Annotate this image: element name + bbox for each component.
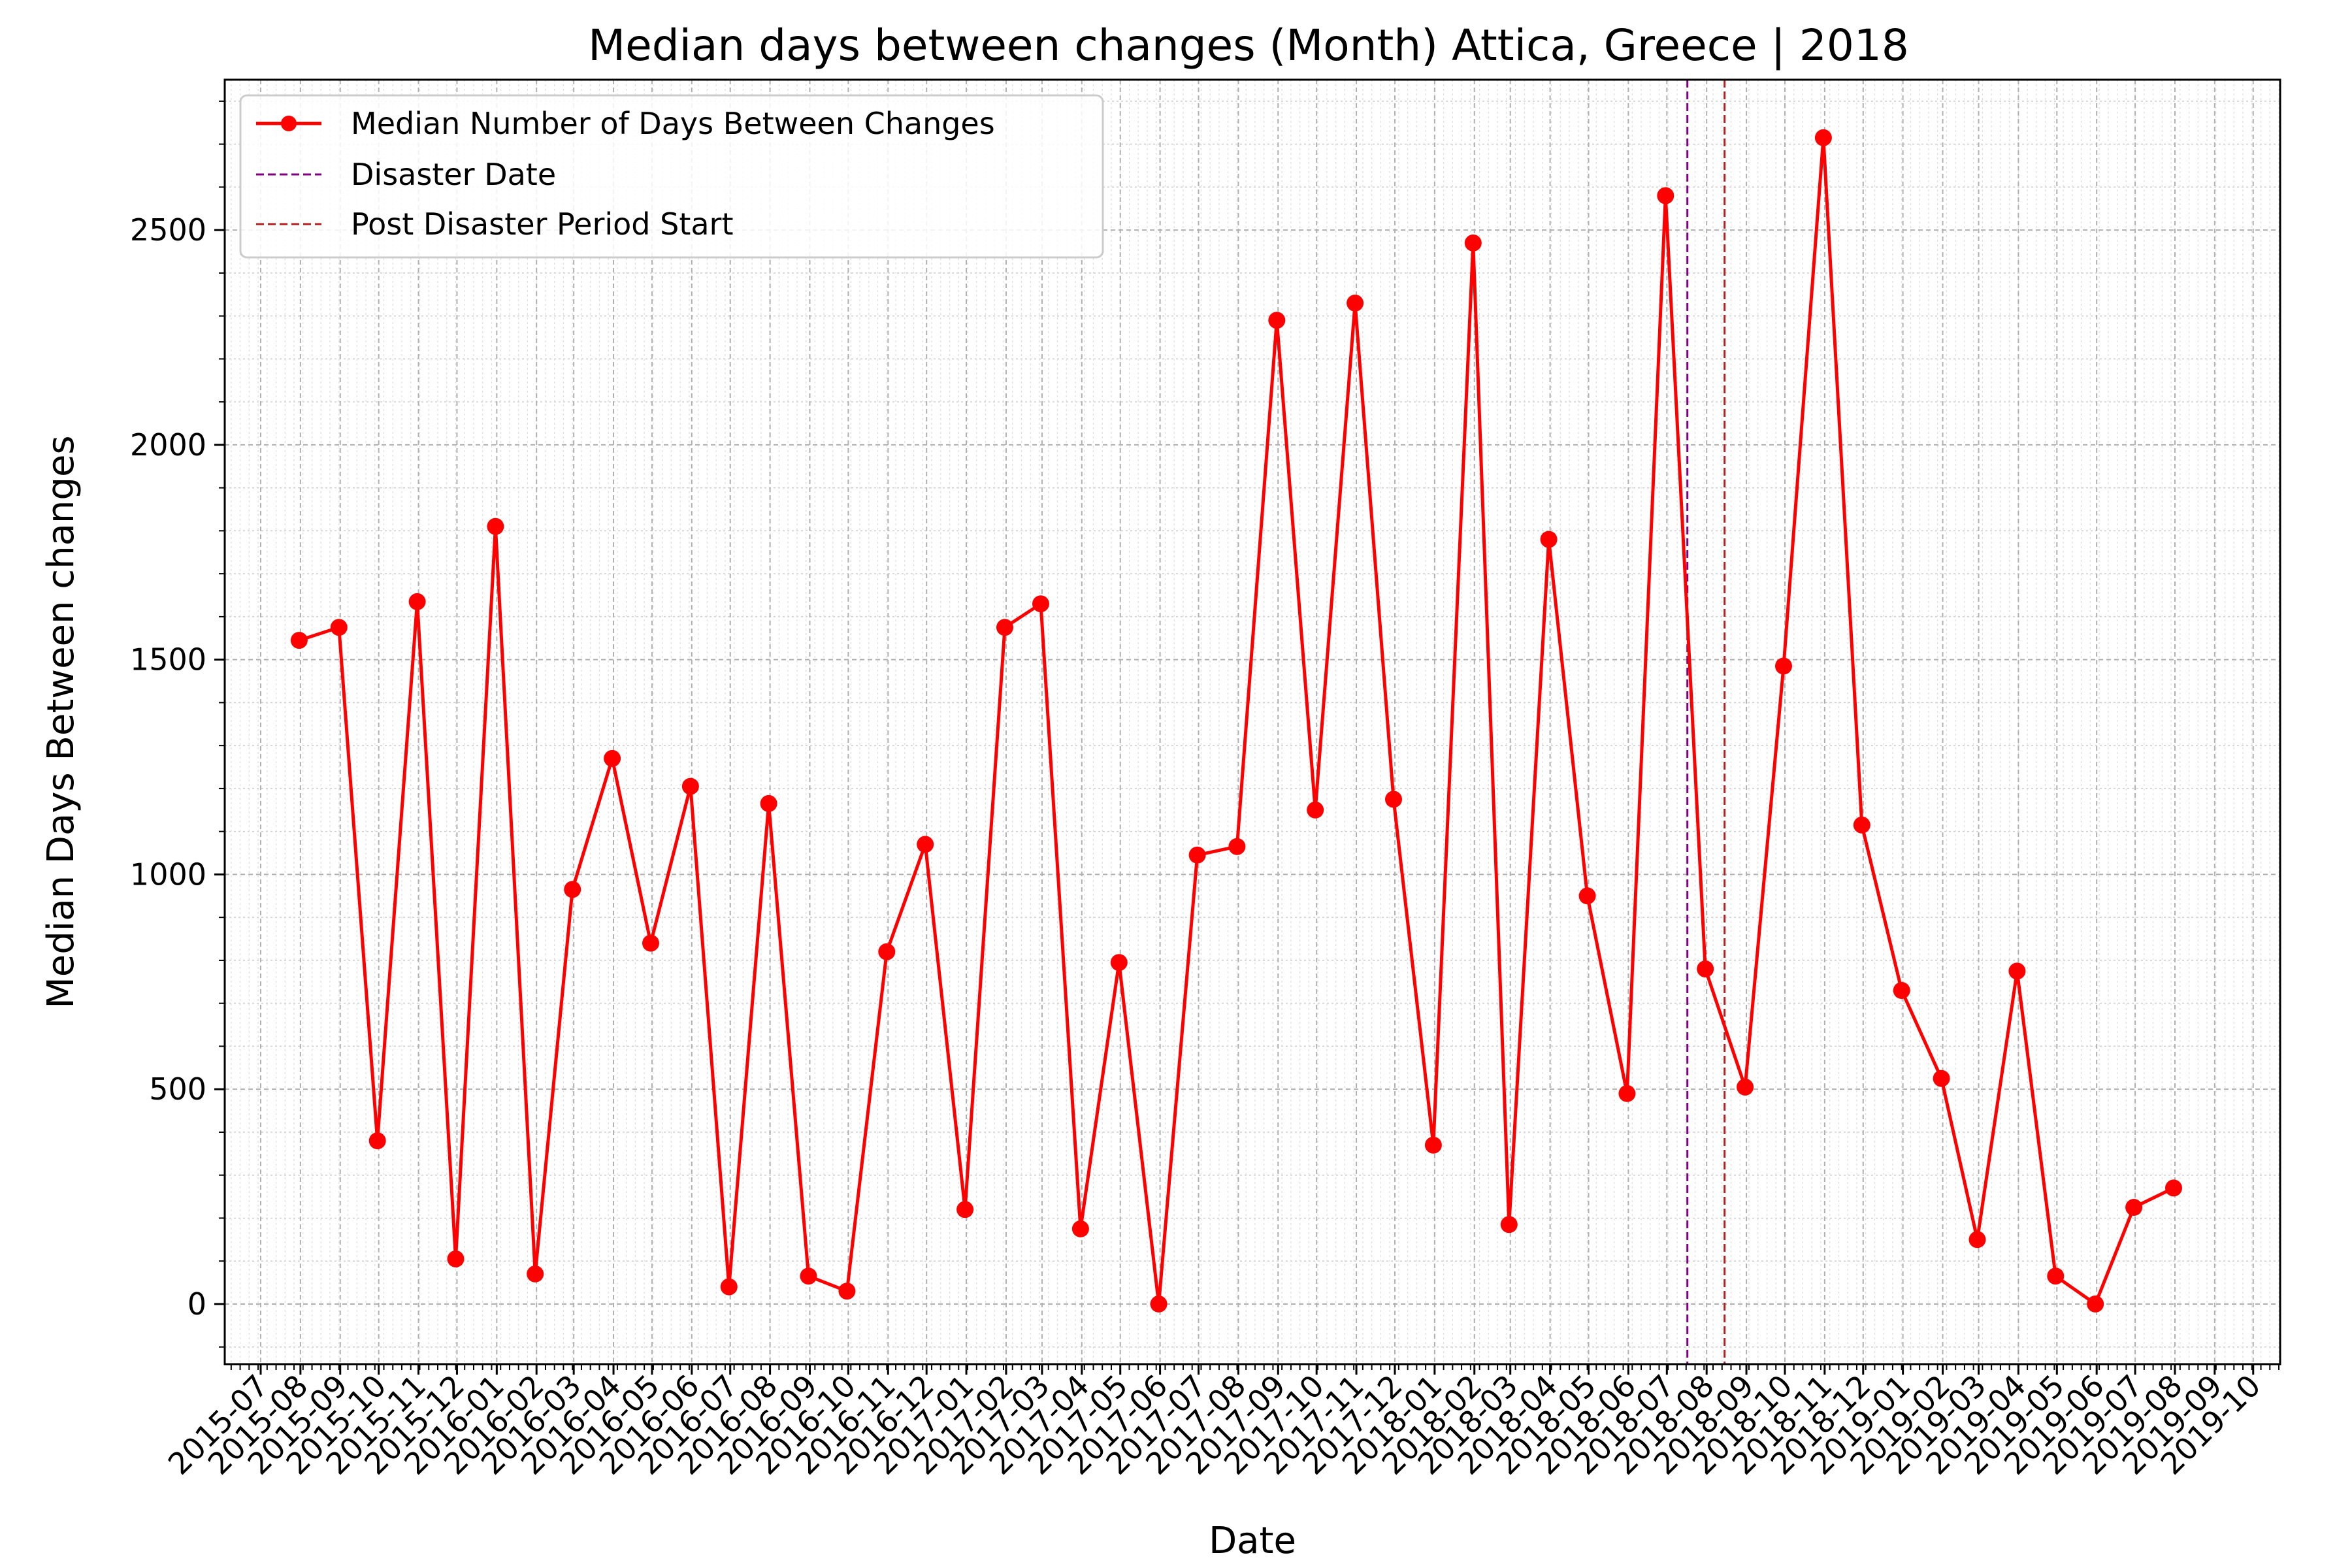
legend: Median Number of Days Between Changes Di… xyxy=(239,94,1104,259)
data-point xyxy=(917,836,934,853)
data-point xyxy=(2047,1267,2065,1285)
data-point xyxy=(408,593,426,610)
data-point xyxy=(1424,1136,1442,1154)
data-point xyxy=(1110,954,1128,972)
y-tick-label: 2000 xyxy=(130,427,206,463)
data-point xyxy=(1697,960,1714,978)
data-point xyxy=(1775,657,1792,675)
y-axis-title: Median Days Between changes xyxy=(40,435,82,1008)
data-point xyxy=(1228,838,1246,855)
data-point xyxy=(1814,129,1832,146)
data-point xyxy=(1500,1216,1518,1233)
data-point xyxy=(838,1282,856,1300)
data-point xyxy=(564,881,581,898)
legend-marker-series xyxy=(281,116,297,131)
y-tick-label: 500 xyxy=(149,1071,206,1107)
data-point xyxy=(1307,801,1324,819)
data-point xyxy=(878,943,896,960)
data-point xyxy=(1464,234,1482,252)
data-point xyxy=(2087,1295,2104,1313)
legend-label-post-disaster: Post Disaster Period Start xyxy=(351,206,734,242)
data-point xyxy=(1268,312,1286,329)
y-tick-label: 2500 xyxy=(130,212,206,248)
data-point xyxy=(1032,595,1049,613)
x-axis: 2015-072015-082015-092015-102015-112015-… xyxy=(161,1364,2280,1482)
y-tick-label: 1500 xyxy=(130,642,206,678)
data-point xyxy=(1853,816,1870,834)
minor-grid xyxy=(225,80,2280,1364)
legend-box xyxy=(239,94,1104,259)
data-point xyxy=(290,632,308,649)
data-point xyxy=(1385,791,1402,808)
data-point xyxy=(1578,887,1596,905)
data-point xyxy=(330,619,348,636)
plot-frame xyxy=(223,78,2281,1365)
y-tick-label: 0 xyxy=(188,1286,206,1322)
chart-title: Median days between changes (Month) Atti… xyxy=(588,20,1909,71)
data-point xyxy=(1968,1231,1986,1249)
data-point xyxy=(996,619,1013,636)
data-point xyxy=(1188,846,1206,864)
data-point xyxy=(720,1278,738,1296)
data-point xyxy=(1618,1085,1636,1102)
data-point xyxy=(2008,962,2026,980)
data-point xyxy=(760,794,777,812)
event-lines xyxy=(1686,80,1726,1364)
series-layer xyxy=(290,129,2182,1313)
y-tick-label: 1000 xyxy=(130,857,206,892)
data-point xyxy=(447,1250,465,1267)
data-point xyxy=(1071,1220,1089,1237)
data-point xyxy=(1347,294,1364,312)
data-point xyxy=(1893,982,1910,999)
data-point xyxy=(642,934,659,952)
legend-label-disaster: Disaster Date xyxy=(351,157,556,192)
data-point xyxy=(1737,1078,1754,1096)
data-point xyxy=(1933,1070,1950,1087)
major-grid xyxy=(225,80,2280,1364)
data-point xyxy=(2165,1179,2182,1197)
data-point xyxy=(956,1201,974,1218)
x-axis-title: Date xyxy=(1209,1520,1296,1562)
data-point xyxy=(2125,1199,2143,1216)
data-point xyxy=(681,777,699,795)
data-point xyxy=(1150,1295,1168,1313)
data-point xyxy=(368,1132,386,1150)
data-point xyxy=(604,749,621,767)
y-axis: 0 500 1000 1500 2000 2500 xyxy=(130,100,225,1348)
data-point xyxy=(527,1265,544,1282)
data-point xyxy=(487,517,504,535)
legend-label-series: Median Number of Days Between Changes xyxy=(351,106,995,141)
data-point xyxy=(800,1267,817,1285)
data-point xyxy=(1540,531,1558,548)
data-point xyxy=(1657,187,1674,204)
